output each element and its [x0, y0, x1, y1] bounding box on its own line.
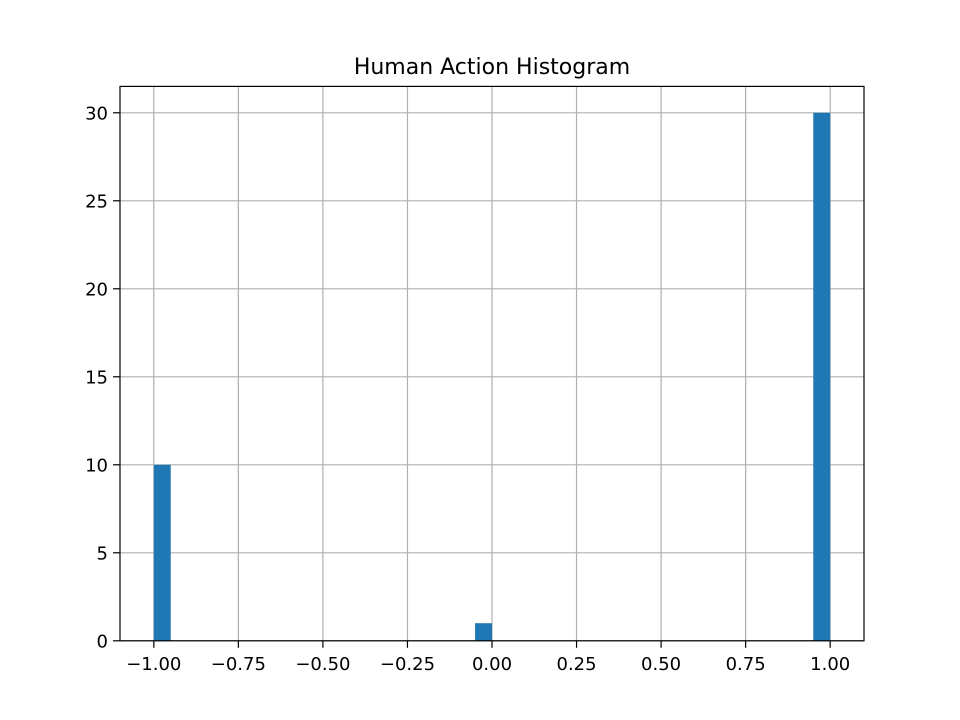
- x-tick-label: 0.25: [557, 654, 597, 675]
- y-tick-label: 10: [85, 455, 108, 476]
- x-tick-label: 0.75: [726, 654, 766, 675]
- histogram-bar: [153, 464, 171, 641]
- histogram-bar: [475, 623, 492, 641]
- x-tick-label: −1.00: [126, 654, 181, 675]
- y-tick-label: 5: [97, 543, 108, 564]
- x-tick-label: 0.50: [641, 654, 681, 675]
- chart-title: Human Action Histogram: [354, 55, 630, 80]
- x-tick-label: 1.00: [810, 654, 850, 675]
- x-tick-label: −0.75: [211, 654, 266, 675]
- x-tick-label: −0.25: [380, 654, 435, 675]
- grid-lines: [120, 86, 864, 642]
- histogram-bars: [153, 112, 831, 641]
- y-tick-label: 15: [85, 367, 108, 388]
- y-axis-ticks: 0 5 10 15 20 25 30: [85, 103, 120, 652]
- y-tick-label: 20: [85, 279, 108, 300]
- x-tick-label: −0.50: [295, 654, 350, 675]
- x-axis-ticks: −1.00 −0.75 −0.50 −0.25 0.00 0.25 0.50 0.75 1.00: [126, 640, 850, 675]
- histogram-bar: [813, 112, 831, 641]
- x-tick-label: 0.00: [472, 654, 512, 675]
- y-tick-label: 25: [85, 191, 108, 212]
- y-tick-label: 0: [97, 631, 108, 652]
- y-tick-label: 30: [85, 103, 108, 124]
